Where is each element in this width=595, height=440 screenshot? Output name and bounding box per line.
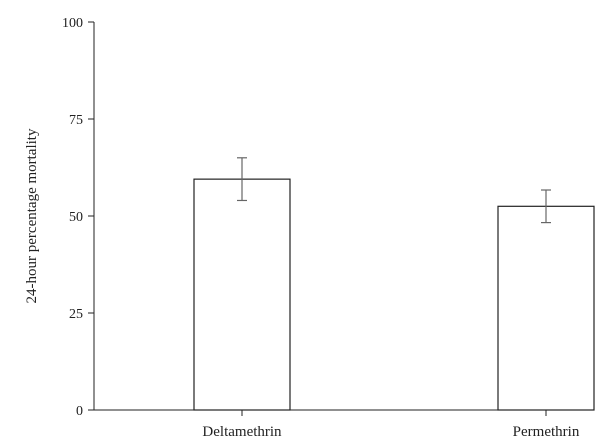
y-tick-label: 25: [69, 307, 83, 322]
x-tick-label: Permethrin: [513, 424, 580, 440]
error-bar-permethrin: [541, 189, 551, 224]
y-tick-label: 100: [62, 16, 83, 31]
y-tick-label: 50: [69, 210, 83, 225]
x-axis: Deltamethrin Permethrin: [94, 409, 590, 440]
y-tick-label: 75: [69, 113, 83, 128]
error-bar-deltamethrin: [237, 157, 247, 202]
bar-permethrin: [497, 205, 595, 411]
y-axis-title: 24-hour percentage mortality: [24, 128, 40, 303]
y-tick-label: 0: [76, 404, 83, 419]
error-bars: [237, 157, 551, 224]
bar-deltamethrin: [193, 178, 291, 411]
y-axis: 0 25 50 75 100: [62, 16, 95, 419]
x-tick-label: Deltamethrin: [202, 424, 282, 440]
bars: [193, 178, 595, 411]
